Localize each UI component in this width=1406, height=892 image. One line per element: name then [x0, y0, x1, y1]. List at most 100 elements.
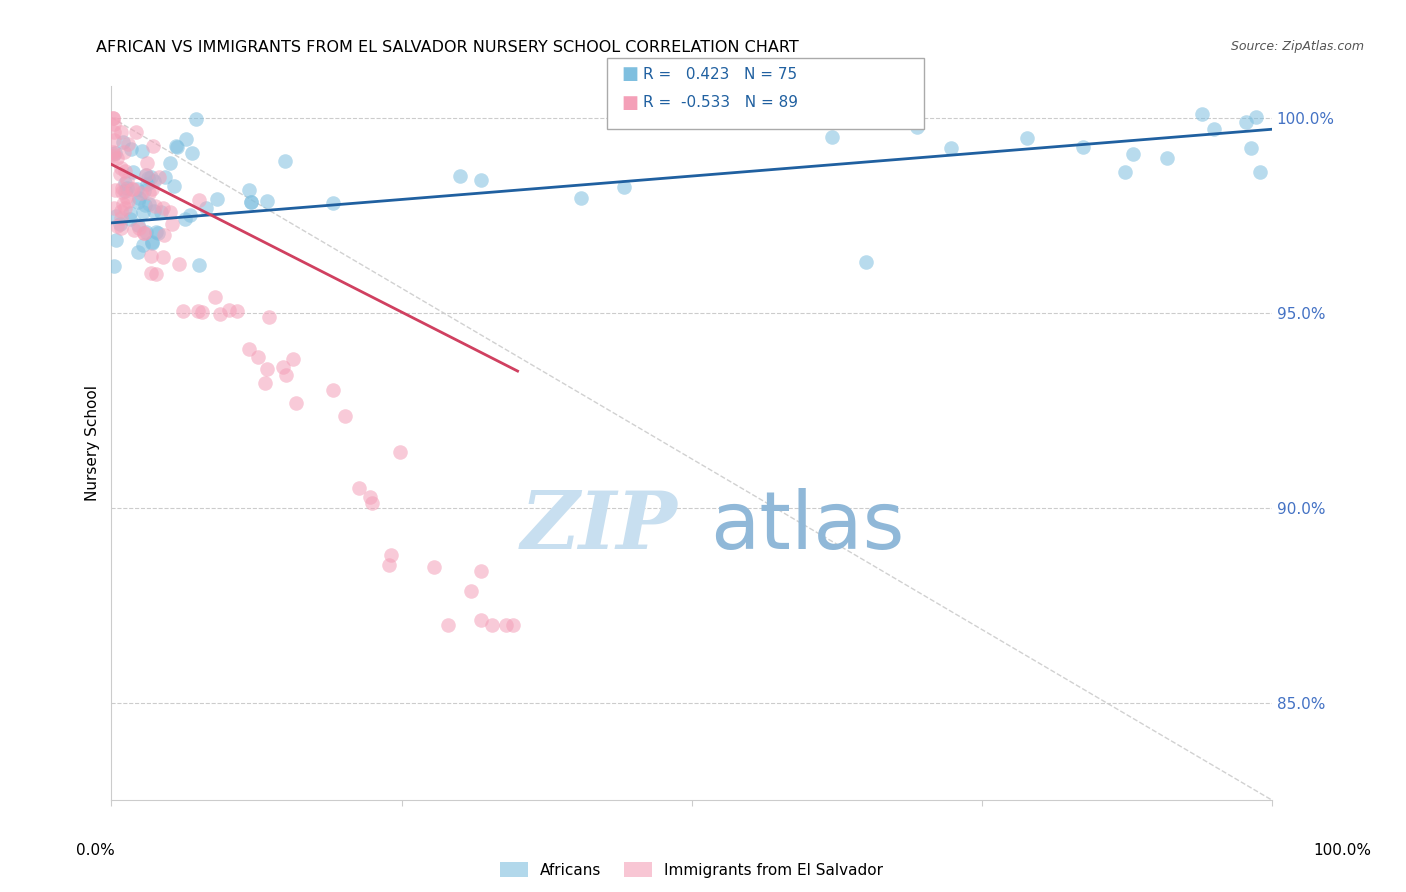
Point: [110, 220, 132, 235]
Point: [347, 481, 370, 495]
Point: [481, 617, 503, 632]
Point: [139, 170, 162, 185]
Point: [187, 193, 209, 207]
Point: [613, 180, 636, 194]
Point: [111, 136, 134, 150]
Point: [104, 233, 127, 247]
Point: [218, 302, 240, 317]
Point: [148, 170, 170, 185]
Point: [259, 310, 281, 324]
Point: [569, 191, 592, 205]
Point: [114, 164, 136, 178]
Point: [108, 168, 131, 182]
Point: [143, 199, 166, 213]
Point: [110, 204, 132, 219]
Point: [285, 396, 308, 410]
Point: [153, 170, 176, 185]
Point: [131, 145, 153, 159]
Point: [143, 174, 166, 188]
Point: [136, 177, 159, 191]
Point: [470, 613, 492, 627]
Point: [118, 206, 141, 220]
Point: [188, 258, 211, 272]
Point: [162, 178, 184, 193]
Point: [125, 182, 148, 196]
Point: [821, 130, 844, 145]
Text: 100.0%: 100.0%: [1313, 843, 1372, 858]
Point: [103, 125, 125, 139]
Point: [128, 191, 150, 205]
Point: [449, 169, 471, 183]
Point: [322, 196, 344, 211]
Point: [204, 290, 226, 304]
Point: [1249, 164, 1271, 178]
Point: [256, 362, 278, 376]
Point: [127, 219, 149, 233]
Point: [114, 176, 136, 190]
Point: [247, 350, 270, 364]
Point: [135, 169, 157, 183]
Point: [378, 558, 401, 572]
Point: [101, 111, 124, 125]
Point: [855, 255, 877, 269]
Point: [174, 132, 197, 146]
Point: [105, 151, 128, 165]
Point: [271, 360, 294, 375]
Point: [110, 125, 132, 139]
Point: [112, 145, 135, 159]
Point: [1202, 122, 1225, 136]
Point: [1156, 151, 1178, 165]
Point: [159, 155, 181, 169]
Point: [128, 221, 150, 235]
Point: [165, 138, 187, 153]
Point: [141, 235, 163, 250]
Point: [125, 125, 148, 139]
Point: [238, 182, 260, 196]
Point: [166, 140, 188, 154]
Point: [1234, 115, 1257, 129]
Point: [181, 145, 204, 160]
Point: [129, 186, 152, 201]
Point: [208, 307, 231, 321]
Point: [205, 192, 228, 206]
Point: [274, 368, 297, 382]
Point: [239, 195, 262, 210]
Text: atlas: atlas: [710, 488, 905, 566]
Point: [333, 409, 356, 424]
Point: [160, 217, 183, 231]
Point: [495, 617, 517, 632]
Point: [105, 219, 128, 234]
Point: [131, 237, 153, 252]
Point: [253, 376, 276, 390]
Point: [256, 194, 278, 208]
Point: [172, 304, 194, 318]
Point: [111, 196, 134, 211]
Point: [905, 120, 928, 135]
Point: [359, 490, 381, 504]
Text: ■: ■: [621, 94, 638, 112]
Point: [1015, 131, 1038, 145]
Point: [132, 184, 155, 198]
Point: [437, 617, 460, 632]
Point: [146, 226, 169, 240]
Point: [239, 194, 262, 209]
Point: [115, 172, 138, 186]
Point: [179, 208, 201, 222]
Point: [141, 235, 163, 250]
Point: [139, 249, 162, 263]
Point: [127, 245, 149, 260]
Point: [108, 217, 131, 231]
Point: [120, 142, 142, 156]
Point: [115, 181, 138, 195]
Point: [122, 164, 145, 178]
Point: [111, 181, 134, 195]
Point: [460, 583, 482, 598]
Point: [191, 304, 214, 318]
Point: [1244, 110, 1267, 124]
Text: R =   0.423   N = 75: R = 0.423 N = 75: [643, 67, 797, 81]
Point: [101, 149, 124, 163]
Point: [1114, 165, 1136, 179]
Point: [103, 201, 125, 215]
Point: [152, 250, 174, 264]
Point: [105, 209, 128, 223]
